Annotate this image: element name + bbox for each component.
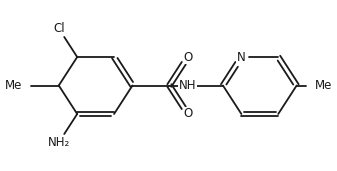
Text: Me: Me	[4, 79, 22, 92]
Text: Cl: Cl	[53, 22, 65, 35]
Text: O: O	[183, 108, 192, 121]
Text: Me: Me	[315, 79, 333, 92]
Text: NH₂: NH₂	[48, 136, 70, 149]
Text: N: N	[237, 50, 246, 63]
Text: O: O	[183, 50, 192, 63]
Text: NH: NH	[179, 79, 196, 92]
